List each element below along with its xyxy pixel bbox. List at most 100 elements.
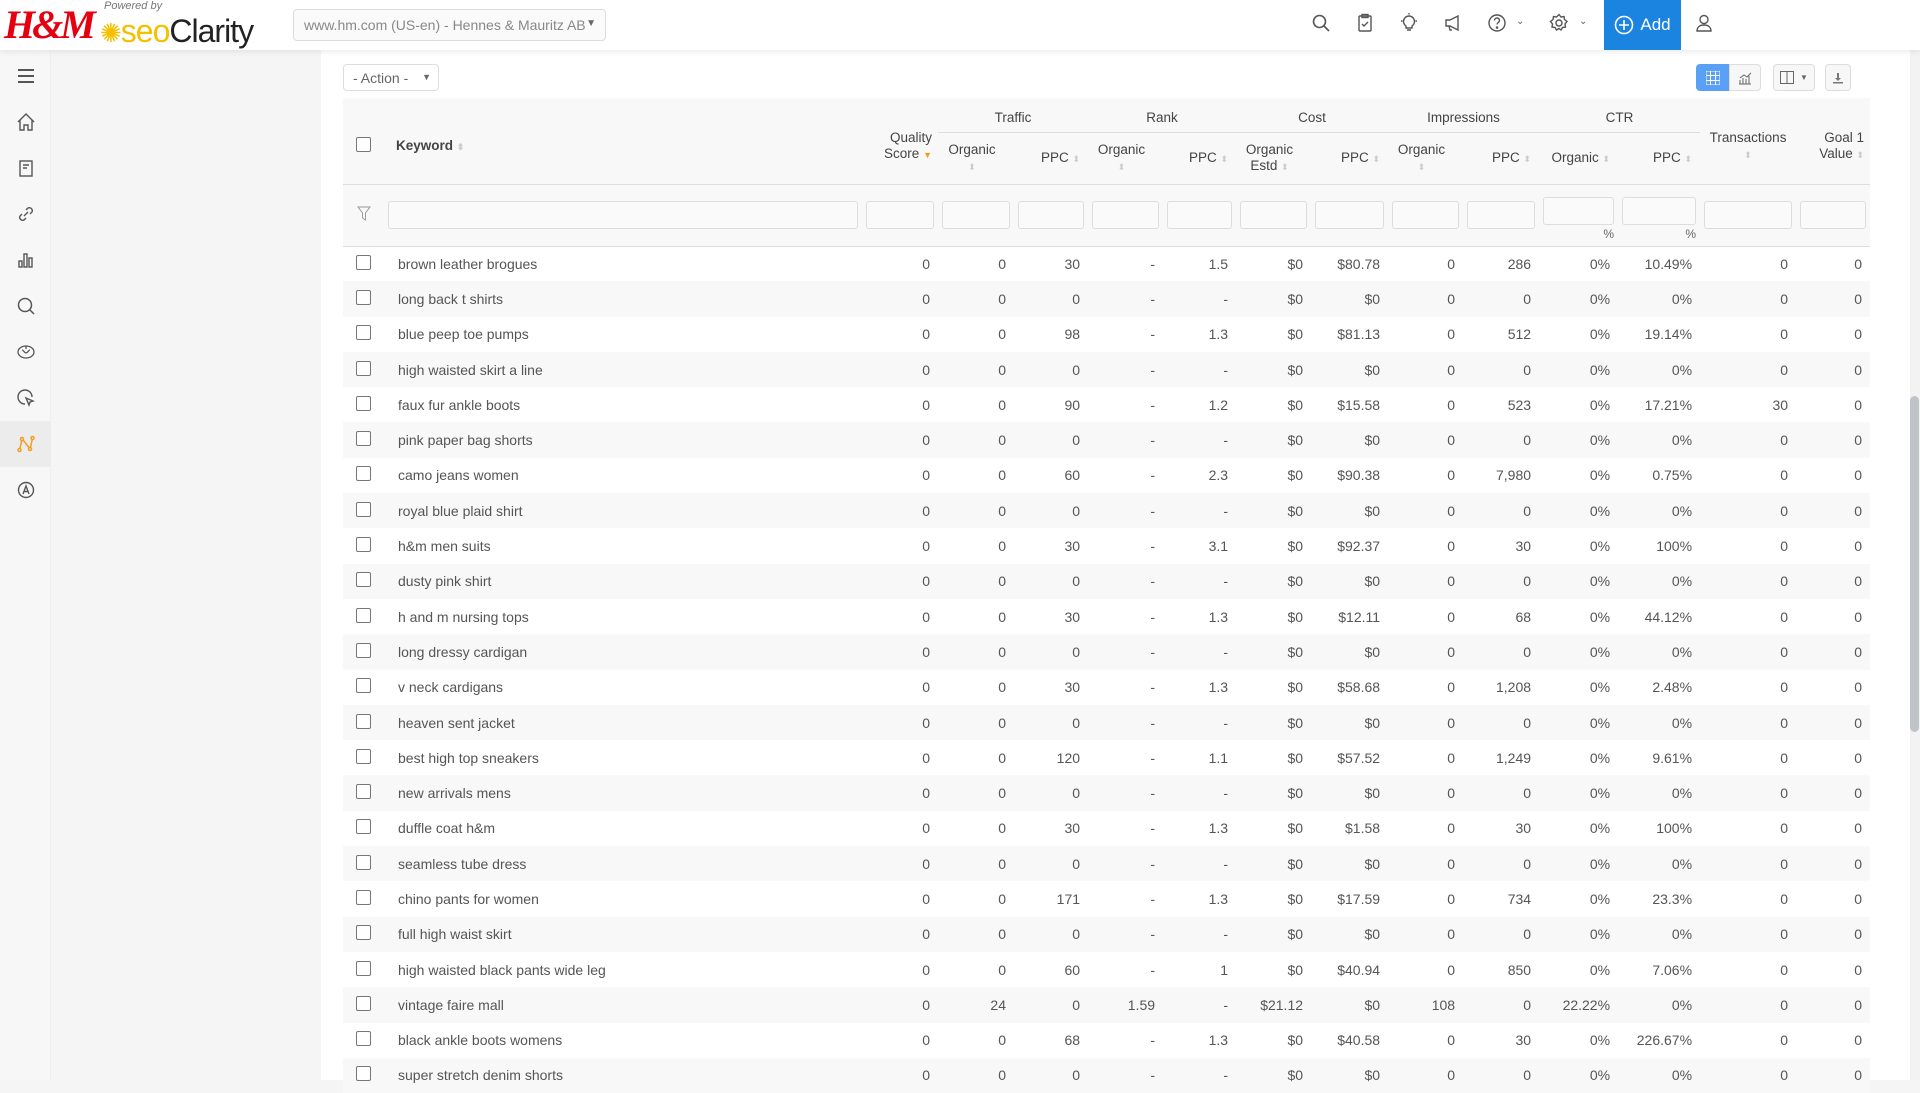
transactions-cell: 0 (1780, 255, 1789, 272)
filter-cell (1311, 183, 1389, 247)
ctr-ppc-header[interactable]: PPC ⬍ (1618, 132, 1701, 184)
impressions-organic-filter-input[interactable] (1392, 201, 1460, 229)
site-selector[interactable]: www.hm.com (US-en) - Hennes & Mauritz AB… (293, 9, 606, 41)
traffic-ppc-cell: 68 (1064, 1032, 1081, 1049)
row-checkbox[interactable] (356, 854, 371, 870)
row-checkbox[interactable] (356, 642, 371, 658)
clipboard-check-icon[interactable] (1353, 13, 1377, 37)
row-checkbox[interactable] (356, 784, 371, 800)
transactions-header[interactable]: Transactions ⬍ (1700, 98, 1797, 184)
transactions-filter-input[interactable] (1704, 201, 1793, 229)
row-checkbox[interactable] (356, 254, 371, 270)
table-view-button[interactable] (1696, 64, 1730, 91)
help-chevron-down-icon[interactable]: ⌄ (1516, 16, 1525, 27)
sidebar-search-icon[interactable] (0, 283, 51, 329)
lightbulb-icon[interactable] (1397, 13, 1421, 37)
ctr-organic-filter-input[interactable] (1543, 197, 1615, 225)
row-checkbox[interactable] (356, 995, 371, 1011)
keyword-header[interactable]: Keyword ⬍ (384, 98, 862, 184)
impressions-organic-header[interactable]: Organic ⬍ (1388, 132, 1464, 184)
row-checkbox[interactable] (356, 360, 371, 376)
table-row: duffle coat h&m 0 0 30 - 1.3 $0 $1.58 0 30 0% 100% 0… (343, 811, 1870, 846)
row-checkbox[interactable] (356, 607, 371, 623)
sidebar-menu-icon[interactable] (0, 53, 51, 99)
search-icon[interactable] (1309, 13, 1333, 37)
quality-score-cell: 0 (922, 961, 930, 978)
row-checkbox[interactable] (356, 466, 371, 482)
goal1-filter-input[interactable] (1800, 201, 1867, 229)
row-checkbox[interactable] (356, 1031, 371, 1047)
select-all-checkbox[interactable] (356, 137, 371, 153)
action-dropdown[interactable]: - Action - ▼ (343, 64, 439, 91)
rank-ppc-filter-input[interactable] (1167, 201, 1233, 229)
goal1-value-cell: 0 (1796, 987, 1871, 1023)
ctr-ppc-filter-input[interactable] (1622, 197, 1697, 225)
cost-organic-estd-cell: $0 (1236, 916, 1312, 952)
help-icon[interactable] (1485, 13, 1509, 37)
sidebar-brain-icon[interactable] (0, 329, 51, 375)
rank-ppc-cell: 1.3 (1208, 608, 1229, 625)
quality-score-header[interactable]: Quality Score ▼ (862, 98, 938, 184)
sidebar-click-search-icon[interactable] (0, 375, 51, 421)
row-checkbox[interactable] (356, 572, 371, 588)
row-checkbox[interactable] (356, 960, 371, 976)
traffic-ppc-cell: 0 (1014, 634, 1089, 670)
traffic-ppc-cell: 0 (1014, 281, 1089, 317)
settings-chevron-down-icon[interactable]: ⌄ (1579, 16, 1588, 27)
row-checkbox[interactable] (356, 1066, 371, 1082)
scrollbar-thumb[interactable] (1910, 396, 1919, 732)
columns-toggle-button[interactable]: ▼ (1773, 64, 1815, 91)
sort-desc-icon: ▼ (923, 150, 932, 161)
cost-organic-filter-input[interactable] (1240, 201, 1308, 229)
sidebar-reports-icon[interactable] (0, 145, 51, 191)
sidebar-automation-icon[interactable] (0, 467, 51, 513)
sidebar-link-icon[interactable] (0, 191, 51, 237)
cost-ppc-filter-input[interactable] (1315, 201, 1385, 229)
impressions-ppc-filter-input[interactable] (1467, 201, 1536, 229)
main-panel: - Action - ▼ ▼ Keyword ⬍ Quality Score ▼… (321, 50, 1910, 1093)
chart-view-button[interactable] (1729, 64, 1761, 91)
filter-cell: % (1539, 183, 1619, 247)
megaphone-icon[interactable] (1441, 13, 1465, 37)
add-button[interactable]: Add (1604, 0, 1681, 50)
rank-organic-header[interactable]: Organic ⬍ (1088, 132, 1164, 184)
row-checkbox[interactable] (356, 431, 371, 447)
traffic-ppc-filter-input[interactable] (1018, 201, 1085, 229)
ctr-ppc-cell: 19.14% (1644, 326, 1693, 343)
goal1-value-cell: 0 (1854, 961, 1863, 978)
row-checkbox[interactable] (356, 748, 371, 764)
quality-score-cell: 0 (862, 634, 938, 670)
rank-ppc-header[interactable]: PPC ⬍ (1163, 132, 1237, 184)
row-checkbox[interactable] (356, 889, 371, 905)
row-checkbox[interactable] (356, 289, 371, 305)
row-checkbox[interactable] (356, 925, 371, 941)
sidebar-content-fusion-icon[interactable] (0, 421, 51, 467)
quality-score-filter-input[interactable] (866, 201, 934, 229)
quality-score-cell: 0 (922, 326, 930, 343)
download-button[interactable] (1825, 64, 1851, 91)
sidebar-home-icon[interactable] (0, 99, 51, 145)
keyword-filter-input[interactable] (388, 201, 858, 229)
row-checkbox[interactable] (356, 325, 371, 341)
traffic-organic-filter-input[interactable] (942, 201, 1010, 229)
row-checkbox[interactable] (356, 678, 371, 694)
row-checkbox[interactable] (356, 395, 371, 411)
row-checkbox[interactable] (356, 501, 371, 517)
traffic-ppc-header[interactable]: PPC ⬍ (1014, 132, 1089, 184)
user-icon[interactable] (1692, 13, 1716, 37)
row-checkbox[interactable] (356, 537, 371, 553)
row-checkbox[interactable] (356, 819, 371, 835)
cost-ppc-header[interactable]: PPC ⬍ (1311, 132, 1389, 184)
keyword-cell: black ankle boots womens (398, 1032, 563, 1049)
ctr-organic-header[interactable]: Organic ⬍ (1539, 132, 1619, 184)
sidebar-bar-chart-icon[interactable] (0, 237, 51, 283)
settings-icon[interactable] (1547, 13, 1571, 37)
cost-organic-estd-header[interactable]: Organic Estd ⬍ (1236, 132, 1312, 184)
cost-ppc-cell: $15.58 (1337, 396, 1381, 413)
row-checkbox[interactable] (356, 713, 371, 729)
goal1-value-header[interactable]: Goal 1 Value ⬍ (1796, 98, 1871, 184)
traffic-organic-header[interactable]: Organic ⬍ (938, 132, 1014, 184)
impressions-organic-cell: 0 (1388, 846, 1464, 882)
impressions-ppc-header[interactable]: PPC ⬍ (1463, 132, 1540, 184)
rank-organic-filter-input[interactable] (1092, 201, 1160, 229)
